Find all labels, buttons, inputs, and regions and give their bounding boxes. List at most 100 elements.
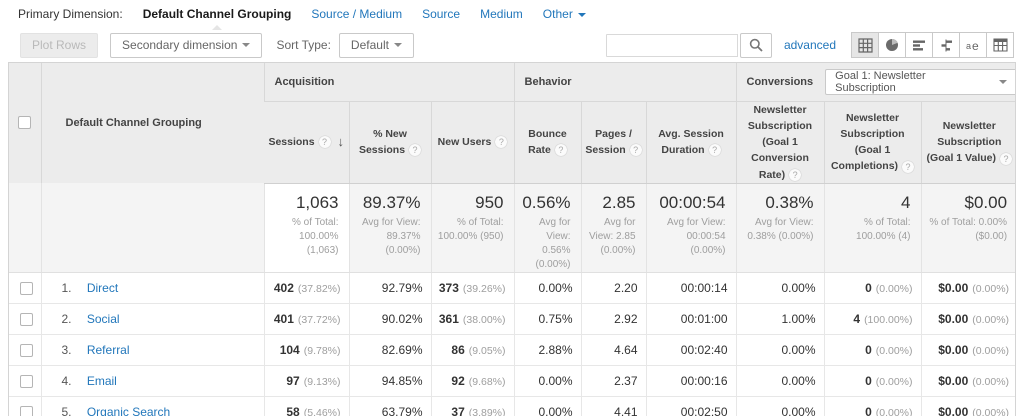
help-icon[interactable]: ? [554, 144, 567, 157]
goal-value-cell: $0.00 (0.00%) [920, 396, 1015, 416]
row-checkbox[interactable] [19, 281, 33, 295]
help-icon[interactable]: ? [318, 136, 331, 149]
column-header-row: Sessions? ↓ % New Sessions? New Users? Bo… [9, 101, 1015, 184]
help-icon[interactable]: ? [1000, 152, 1012, 165]
pct-new-sessions-cell: 94.85% [348, 365, 431, 397]
channel-link[interactable]: Email [86, 373, 117, 388]
dimension-link-medium[interactable]: Medium [480, 7, 523, 21]
row-checkbox-cell [9, 303, 41, 335]
column-header-dimension[interactable]: Default Channel Grouping [40, 63, 264, 184]
pages-session-cell: 2.20 [580, 272, 647, 304]
channel-cell: 4. Email [40, 365, 264, 397]
percentage-view-icon [886, 38, 898, 51]
column-header-pages-session[interactable]: Pages / Session? [580, 101, 647, 184]
dimension-link-source-medium[interactable]: Source / Medium [311, 7, 403, 21]
channel-link[interactable]: Organic Search [86, 404, 171, 416]
select-all-cell [9, 63, 41, 184]
summary-avg-session-duration: 00:00:54 Avg for View: 00:00:54 (0.00%) [645, 183, 737, 273]
summary-goal-completions: 4 % of Total: 100.00% (4) [823, 183, 922, 273]
group-header-conversions: Conversions Goal 1: Newsletter Subscript… [735, 63, 1015, 102]
row-checkbox-cell [9, 396, 41, 416]
goal-conv-rate-cell: 0.00% [735, 365, 825, 397]
avg-duration-cell: 00:01:00 [645, 303, 737, 335]
goal-value-cell: $0.00 (0.00%) [920, 303, 1015, 335]
table-row: 2. Social 401 (37.72%) 90.02% 361 (38.00%)… [9, 303, 1015, 335]
channel-link[interactable]: Direct [86, 280, 119, 295]
search-input[interactable] [605, 33, 738, 57]
sessions-cell: 401 (37.72%) [263, 303, 349, 335]
dimension-link-source[interactable]: Source [422, 7, 461, 21]
sessions-cell: 402 (37.82%) [263, 272, 349, 304]
comparison-view-icon [941, 39, 952, 51]
row-checkbox[interactable] [19, 343, 33, 357]
row-index: 3. [61, 342, 72, 357]
row-checkbox-cell [9, 272, 41, 304]
row-index: 2. [61, 311, 72, 326]
chevron-down-icon [242, 43, 251, 47]
table-view-button[interactable] [851, 32, 879, 58]
summary-pages-session: 2.85 Avg for View: 2.85 (0.00%) [580, 183, 647, 273]
column-header-new-users[interactable]: New Users? [430, 101, 515, 184]
help-icon[interactable]: ? [708, 144, 721, 157]
channel-link[interactable]: Social [86, 311, 120, 326]
analytics-table: Default Channel Grouping Acquisition Beh… [8, 62, 1016, 416]
select-all-checkbox[interactable] [18, 116, 32, 130]
row-checkbox[interactable] [19, 374, 33, 388]
chevron-down-icon [393, 43, 402, 47]
dimension-default-channel-grouping[interactable]: Default Channel Grouping [143, 7, 291, 30]
row-checkbox-cell [9, 365, 41, 397]
goal-value-cell: $0.00 (0.00%) [920, 272, 1015, 304]
group-header-row: Default Channel Grouping Acquisition Beh… [9, 63, 1015, 184]
percentage-view-button[interactable] [878, 32, 906, 58]
avg-duration-cell: 00:02:40 [645, 334, 737, 366]
row-checkbox[interactable] [19, 312, 33, 326]
column-header-avg-session-duration[interactable]: Avg. Session Duration? [645, 101, 737, 184]
sessions-cell: 104 (9.78%) [263, 334, 349, 366]
help-icon[interactable]: ? [409, 144, 422, 157]
term-cloud-view-icon: a e [966, 39, 979, 52]
summary-sessions: 1,063 % of Total: 100.00% (1,063) [263, 183, 349, 273]
column-header-goal-completions[interactable]: Newsletter Subscription (Goal 1 Completi… [823, 101, 922, 184]
column-header-pct-new-sessions[interactable]: % New Sessions? [348, 101, 431, 184]
summary-empty-checkbox-cell [9, 183, 41, 273]
column-header-goal-value[interactable]: Newsletter Subscription (Goal 1 Value)? [920, 101, 1015, 184]
goal-selector-dropdown[interactable]: Goal 1: Newsletter Subscription [825, 68, 1015, 95]
summary-goal-value: $0.00 % of Total: 0.00% ($0.00) [920, 183, 1015, 273]
table-row: 5. Organic Search 58 (5.46%) 63.79% 37 (3.… [9, 396, 1015, 416]
pages-session-cell: 2.37 [580, 365, 647, 397]
selected-dimension-notch [212, 25, 223, 30]
new-users-cell: 361 (38.00%) [430, 303, 515, 335]
pct-new-sessions-cell: 90.02% [348, 303, 431, 335]
help-icon[interactable]: ? [495, 136, 508, 149]
bounce-rate-cell: 0.00% [513, 272, 582, 304]
column-header-goal-conversion-rate[interactable]: Newsletter Subscription (Goal 1 Conversi… [735, 101, 825, 184]
new-users-cell: 92 (9.68%) [430, 365, 515, 397]
column-header-sessions[interactable]: Sessions? ↓ [264, 101, 349, 184]
sort-type-button[interactable]: Default [338, 32, 414, 58]
goal-completions-cell: 0 (0.00%) [823, 396, 922, 416]
svg-text:e: e [972, 39, 979, 52]
chevron-down-icon [999, 79, 1008, 84]
pages-session-cell: 4.41 [580, 396, 647, 416]
goal-completions-cell: 0 (0.00%) [823, 272, 922, 304]
row-checkbox[interactable] [19, 405, 33, 416]
advanced-search-link[interactable]: advanced [783, 38, 836, 52]
goal-completions-cell: 4 (100.00%) [823, 303, 922, 335]
secondary-dimension-button[interactable]: Secondary dimension [110, 32, 263, 58]
group-header-acquisition: Acquisition [263, 63, 515, 102]
help-icon[interactable]: ? [629, 144, 642, 157]
help-icon[interactable]: ? [902, 160, 915, 173]
summary-pct-new-sessions: 89.37% Avg for View: 89.37% (0.00%) [348, 183, 431, 273]
channel-link[interactable]: Referral [86, 342, 130, 357]
pivot-view-button[interactable] [986, 32, 1014, 58]
column-header-bounce-rate[interactable]: Bounce Rate? [513, 101, 582, 184]
help-icon[interactable]: ? [789, 168, 802, 181]
comparison-view-button[interactable] [932, 32, 960, 58]
performance-view-button[interactable] [905, 32, 933, 58]
goal-value-cell: $0.00 (0.00%) [920, 365, 1015, 397]
term-cloud-view-button[interactable]: a e [959, 32, 987, 58]
table-row: 1. Direct 402 (37.82%) 92.79% 373 (39.26%)… [9, 272, 1015, 304]
search-button[interactable] [739, 32, 772, 58]
plot-rows-button[interactable]: Plot Rows [20, 32, 99, 58]
dimension-link-other[interactable]: Other [543, 7, 586, 21]
